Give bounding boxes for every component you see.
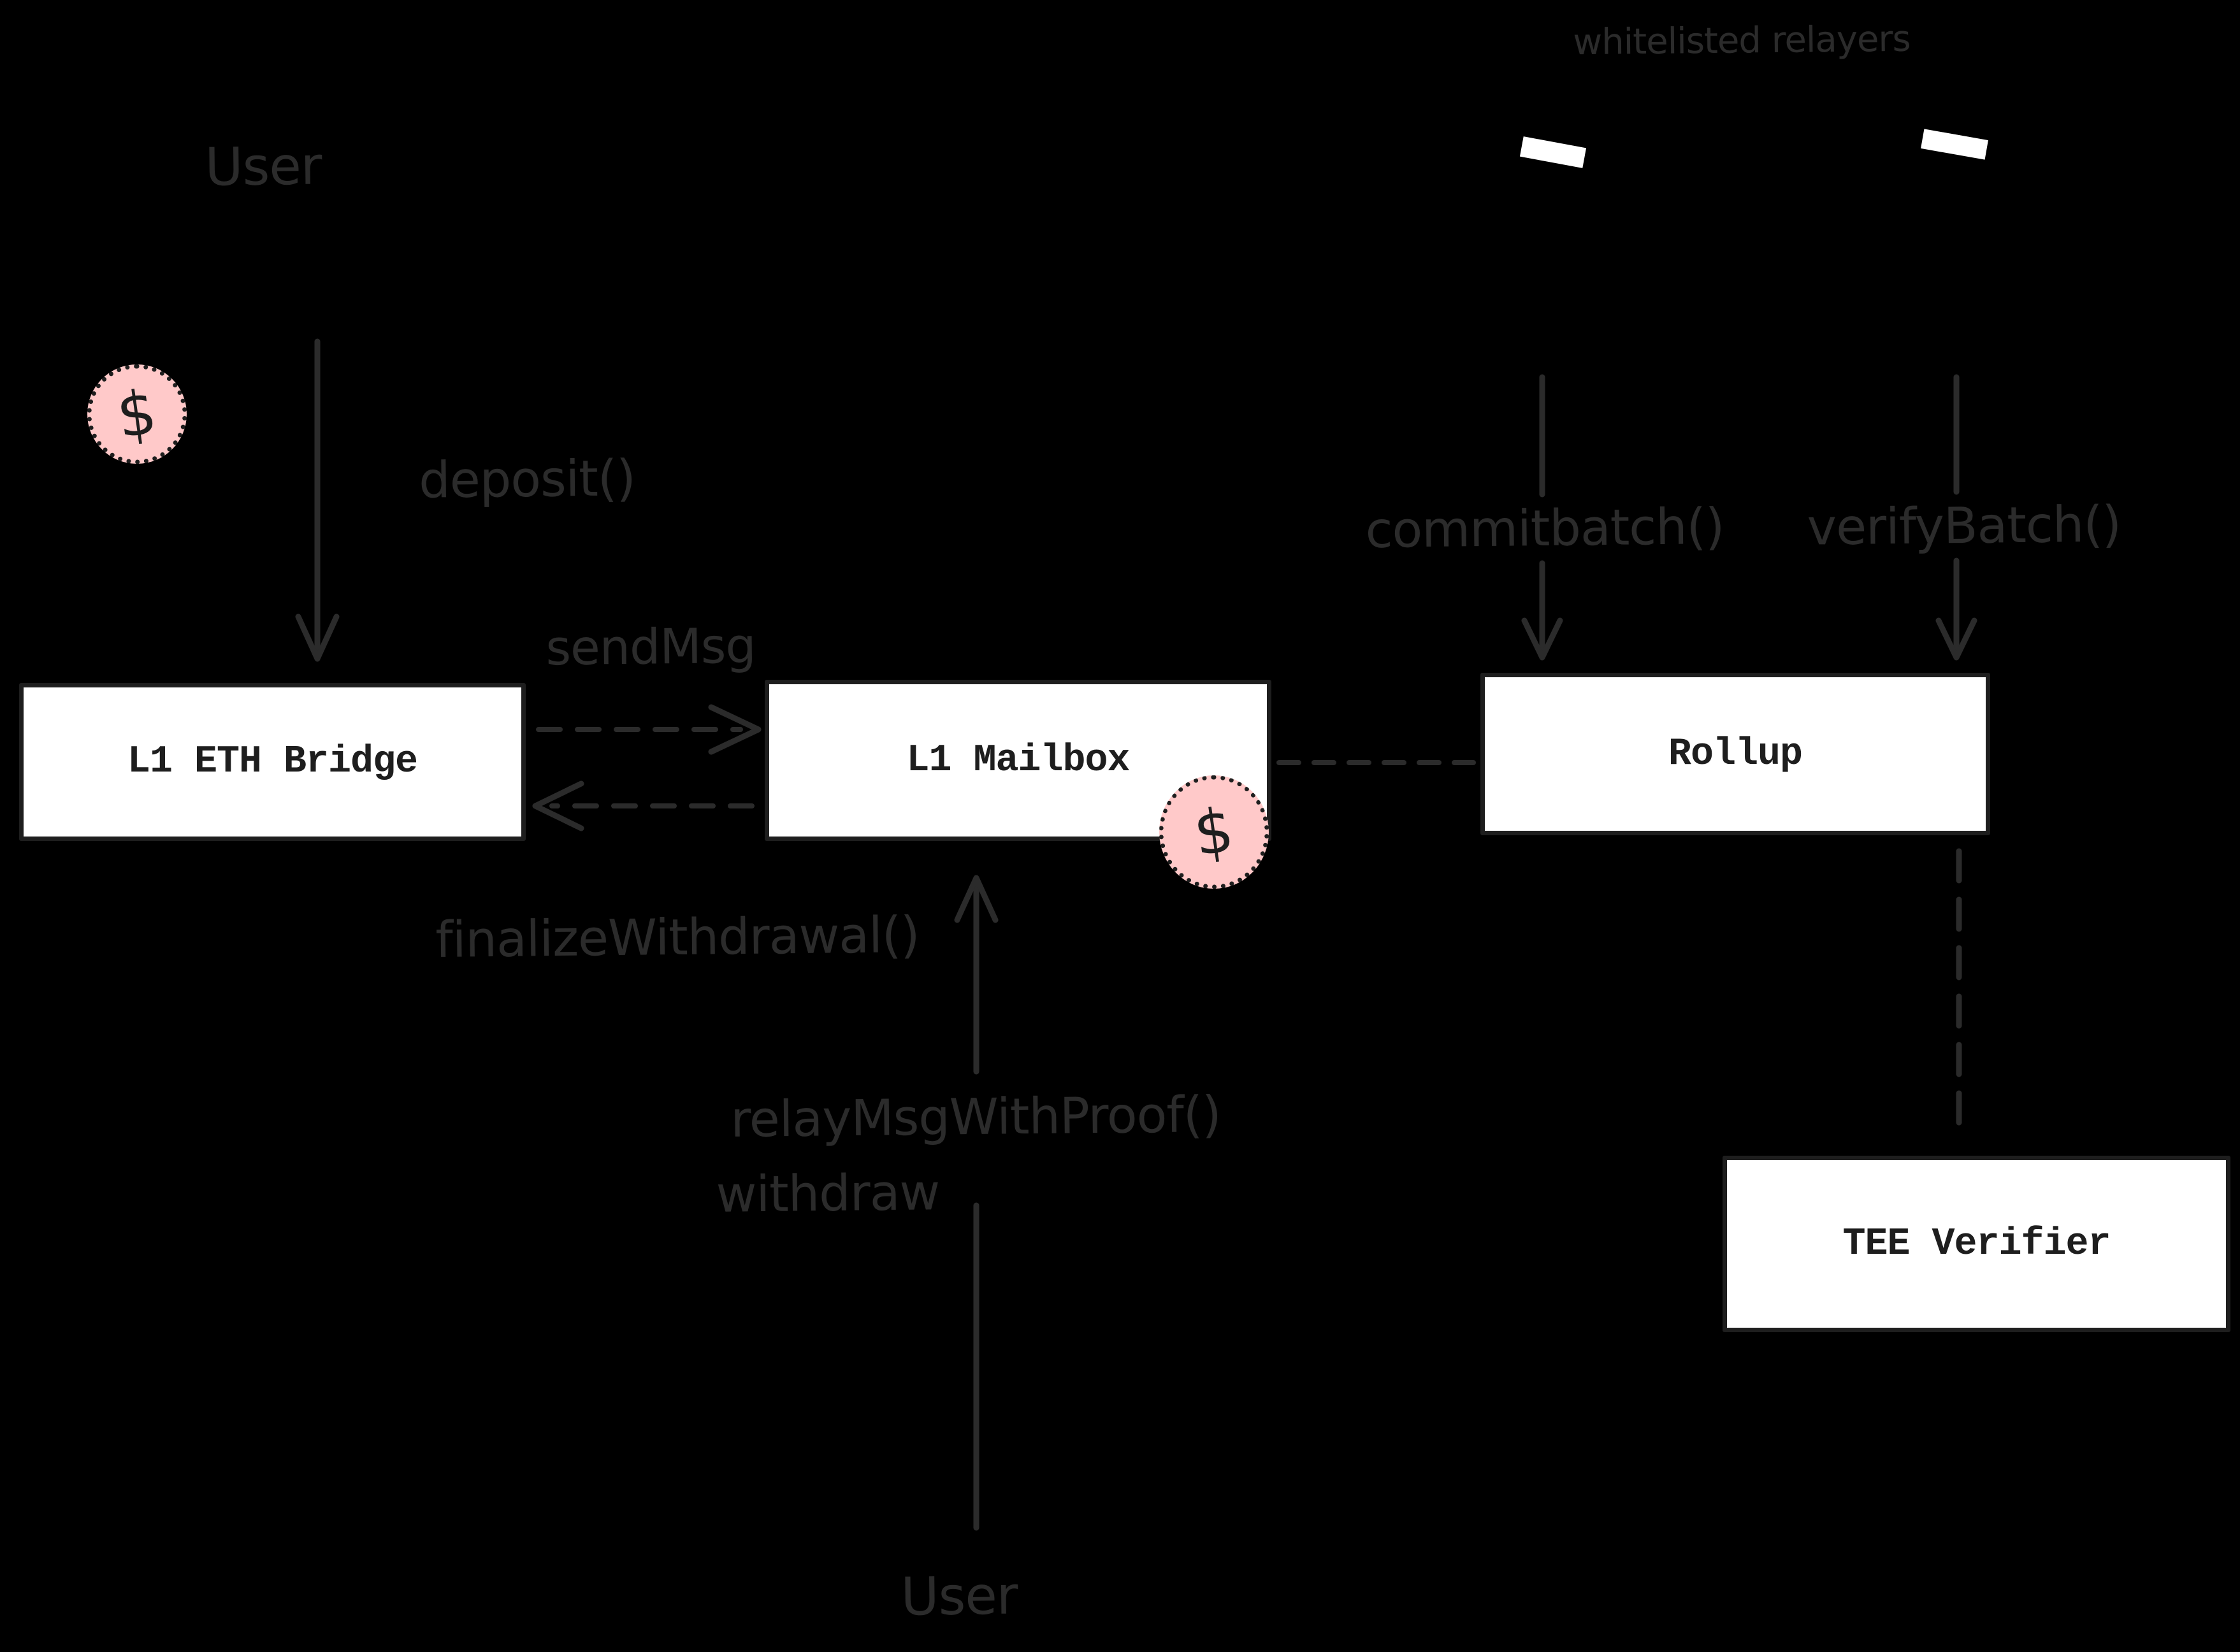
label-send-msg: sendMsg <box>545 617 756 677</box>
arrow-relay-msg <box>954 875 999 1531</box>
node-l1-mailbox-label: L1 Mailbox <box>906 738 1130 782</box>
label-deposit: deposit() <box>418 450 636 510</box>
node-l1-eth-bridge-label: L1 ETH Bridge <box>127 740 418 784</box>
arrow-deposit <box>295 338 340 662</box>
node-rollup-label: Rollup <box>1668 732 1803 776</box>
label-relay-msg-with-proof: relayMsgWithProof() <box>730 1086 1222 1149</box>
node-rollup: Rollup <box>1480 673 1990 835</box>
money-coin-deposit: $ <box>87 364 187 464</box>
arrow-finalize-withdrawal <box>532 780 755 831</box>
node-tee-verifier: TEE Verifier <box>1723 1156 2230 1332</box>
money-coin-mailbox: $ <box>1159 775 1269 889</box>
arrow-send-msg <box>536 704 762 755</box>
label-whitelisted-relayers: whitelisted relayers <box>1573 18 1911 64</box>
dollar-icon: $ <box>1189 794 1239 870</box>
label-finalize-withdrawal: finalizeWithdrawal() <box>435 907 920 969</box>
label-commit-batch: commitbatch() <box>1365 498 1724 559</box>
node-l1-mailbox: L1 Mailbox <box>765 680 1271 841</box>
node-tee-verifier-label: TEE Verifier <box>1842 1222 2111 1266</box>
arrow-commit-batch <box>1521 374 1563 661</box>
dollar-icon: $ <box>112 376 162 452</box>
label-verify-batch: verifyBatch() <box>1807 496 2121 557</box>
label-user-top: User <box>205 136 322 198</box>
arrow-verify-batch <box>1935 374 1977 661</box>
label-user-bottom: User <box>900 1565 1018 1628</box>
node-l1-eth-bridge: L1 ETH Bridge <box>19 683 526 841</box>
label-withdraw: withdraw <box>716 1164 940 1224</box>
